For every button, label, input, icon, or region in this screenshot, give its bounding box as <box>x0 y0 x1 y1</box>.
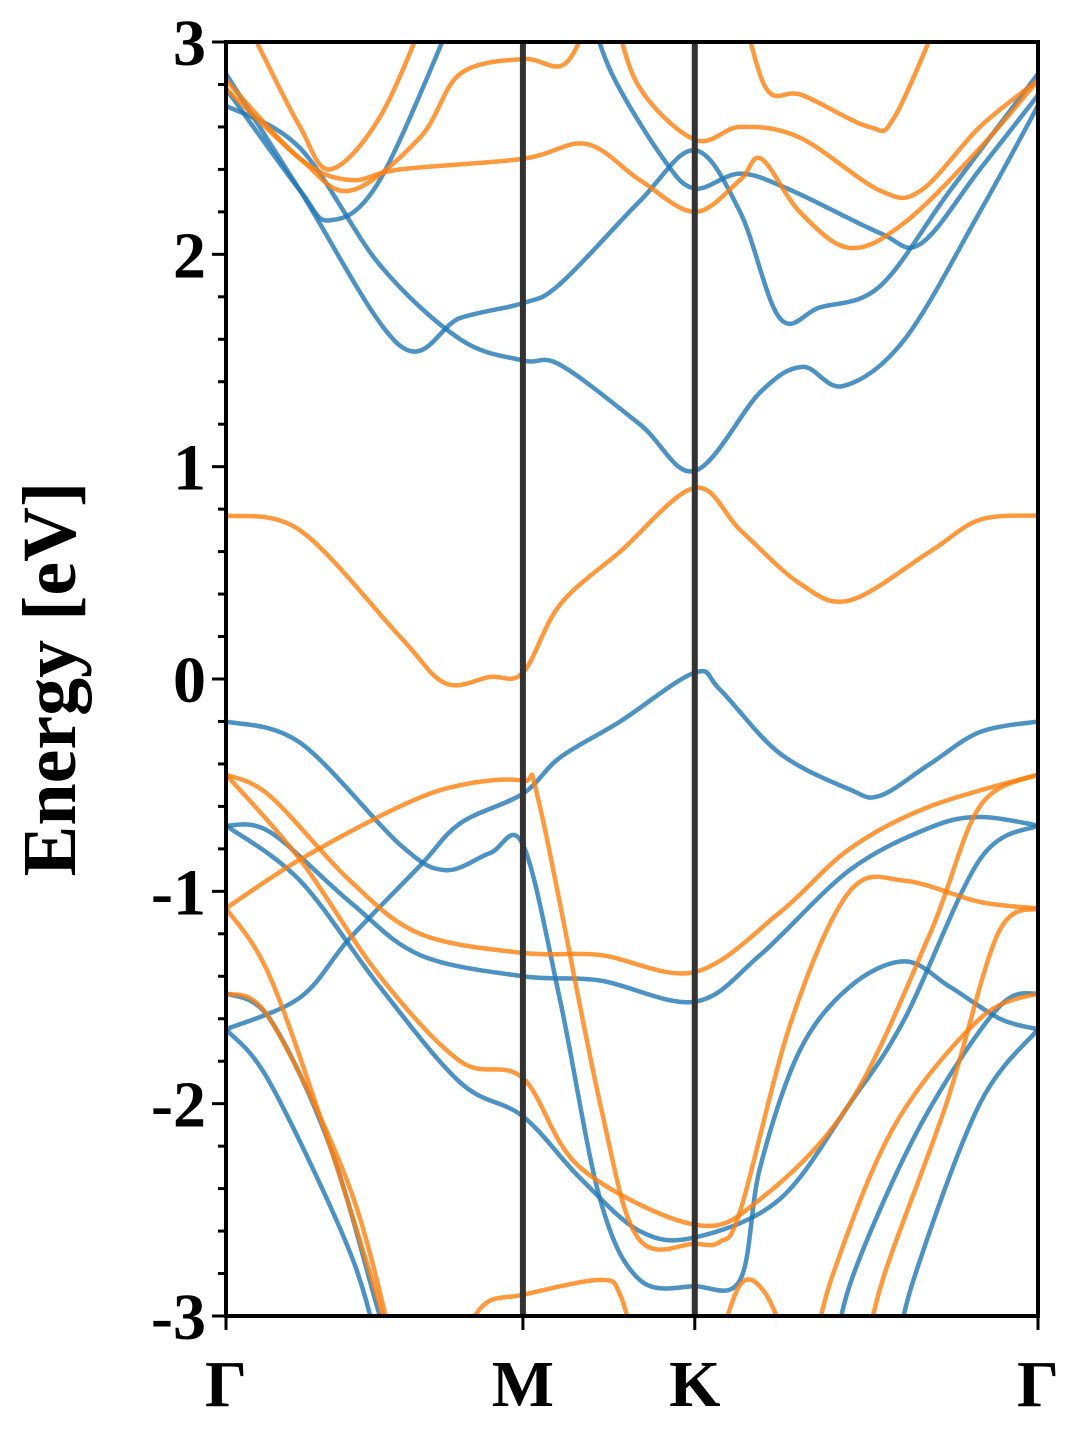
y-tick-label: 3 <box>173 7 206 80</box>
band-orange-3 <box>226 772 1038 976</box>
band-blue-11 <box>226 42 445 223</box>
band-blue-10 <box>226 72 1038 354</box>
band-blue-8 <box>838 991 1038 1316</box>
band-blue-2 <box>226 668 1038 1032</box>
y-tick-label: -3 <box>151 1281 206 1354</box>
y-axis-label: Energy [eV] <box>8 482 92 877</box>
band-orange-15 <box>748 42 932 134</box>
y-tick-label: 1 <box>173 432 206 505</box>
plot-frame <box>224 40 1040 1318</box>
band-orange-1 <box>226 485 1038 688</box>
high-symmetry-lines <box>519 42 698 1316</box>
x-tick-label: Γ <box>1017 1348 1059 1421</box>
y-tick-label: 2 <box>173 219 206 292</box>
band-orange-12 <box>226 42 582 194</box>
band-blue-9 <box>226 103 1038 474</box>
band-orange-5 <box>226 907 386 1316</box>
band-orange-4 <box>226 772 1038 1229</box>
y-axis: 3 2 1 0 -1 -2 -3 <box>151 7 226 1354</box>
band-orange-6 <box>226 991 388 1316</box>
band-blue-7 <box>901 1027 1038 1316</box>
band-orange-7 <box>818 991 1038 1316</box>
band-orange-13 <box>619 42 1038 201</box>
band-orange-14 <box>254 42 417 172</box>
band-blue-3 <box>226 814 1038 1005</box>
y-tick-label: -2 <box>151 1069 206 1142</box>
band-blue-1 <box>226 719 1038 1293</box>
band-orange-10 <box>725 1277 779 1316</box>
band-orange-2 <box>226 772 1038 1252</box>
y-tick-label: 0 <box>173 644 206 717</box>
band-blue-4 <box>226 823 1038 1243</box>
x-tick-label: Γ <box>205 1348 247 1421</box>
y-tick-label: -1 <box>151 856 206 929</box>
x-tick-label: K <box>669 1348 720 1421</box>
bands-layer <box>226 42 1038 1316</box>
band-orange-8 <box>870 906 1038 1316</box>
band-blue-12 <box>596 42 1038 251</box>
band-orange-11 <box>226 78 1038 251</box>
band-orange-9 <box>472 1277 630 1316</box>
x-tick-label: M <box>492 1348 554 1421</box>
band-blue-5 <box>226 991 383 1316</box>
